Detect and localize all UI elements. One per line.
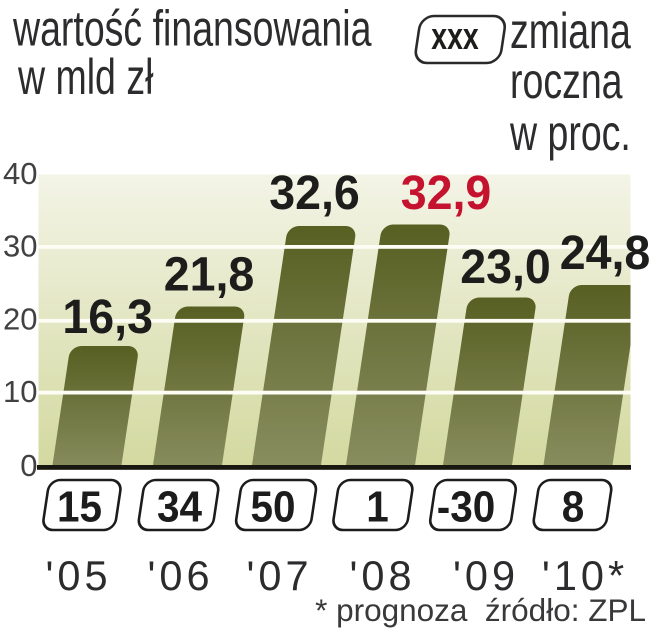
svg-text:'09: '09 (453, 552, 519, 599)
svg-text:1: 1 (366, 482, 389, 531)
svg-text:21,8: 21,8 (164, 248, 255, 302)
svg-text:w mld zł: w mld zł (17, 50, 153, 105)
svg-text:'07: '07 (246, 552, 312, 599)
svg-text:16,3: 16,3 (62, 290, 153, 344)
svg-text:10: 10 (3, 374, 37, 409)
svg-text:50: 50 (250, 482, 295, 531)
svg-text:8: 8 (562, 482, 585, 531)
svg-text:15: 15 (57, 482, 102, 531)
svg-text:23,0: 23,0 (460, 240, 551, 294)
svg-text:'06: '06 (147, 552, 213, 599)
svg-text:* prognoza źródło: ZPL: * prognoza źródło: ZPL (315, 592, 646, 628)
svg-text:wartość finansowania: wartość finansowania (12, 2, 372, 57)
svg-text:'05: '05 (45, 552, 111, 599)
svg-text:roczna: roczna (510, 54, 623, 109)
svg-text:20: 20 (3, 301, 37, 336)
svg-text:zmiana: zmiana (510, 4, 631, 59)
svg-text:32,9: 32,9 (401, 166, 492, 220)
svg-text:30: 30 (3, 229, 37, 264)
svg-text:'08: '08 (349, 552, 415, 599)
svg-text:-30: -30 (437, 482, 495, 531)
svg-text:34: 34 (157, 482, 202, 531)
svg-text:w proc.: w proc. (509, 106, 631, 161)
svg-text:24,8: 24,8 (560, 226, 650, 280)
svg-text:xxx: xxx (431, 16, 479, 58)
svg-text:0: 0 (20, 448, 37, 483)
svg-text:32,6: 32,6 (269, 166, 360, 220)
svg-text:'10*: '10* (542, 552, 628, 599)
svg-text:40: 40 (3, 156, 37, 191)
